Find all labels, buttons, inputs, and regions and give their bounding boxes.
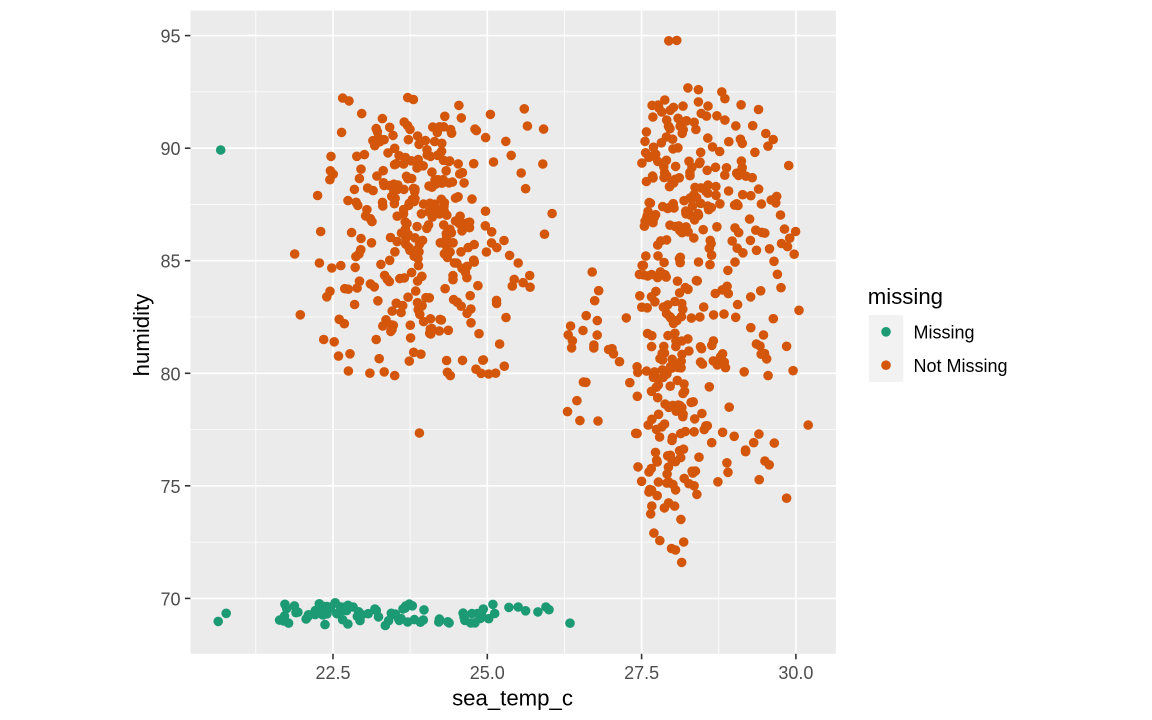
svg-text:25.0: 25.0 — [470, 663, 505, 683]
svg-text:Not Missing: Not Missing — [914, 356, 1008, 376]
svg-text:humidity: humidity — [129, 293, 154, 377]
svg-text:70: 70 — [160, 589, 180, 609]
svg-text:90: 90 — [160, 139, 180, 159]
svg-text:Missing: Missing — [914, 323, 975, 343]
svg-text:80: 80 — [160, 364, 180, 384]
svg-text:75: 75 — [160, 477, 180, 497]
svg-text:sea_temp_c: sea_temp_c — [452, 686, 573, 711]
svg-text:27.5: 27.5 — [624, 663, 659, 683]
svg-text:missing: missing — [868, 284, 943, 309]
svg-text:30.0: 30.0 — [778, 663, 813, 683]
svg-text:22.5: 22.5 — [315, 663, 350, 683]
svg-text:95: 95 — [160, 27, 180, 47]
svg-text:85: 85 — [160, 252, 180, 272]
